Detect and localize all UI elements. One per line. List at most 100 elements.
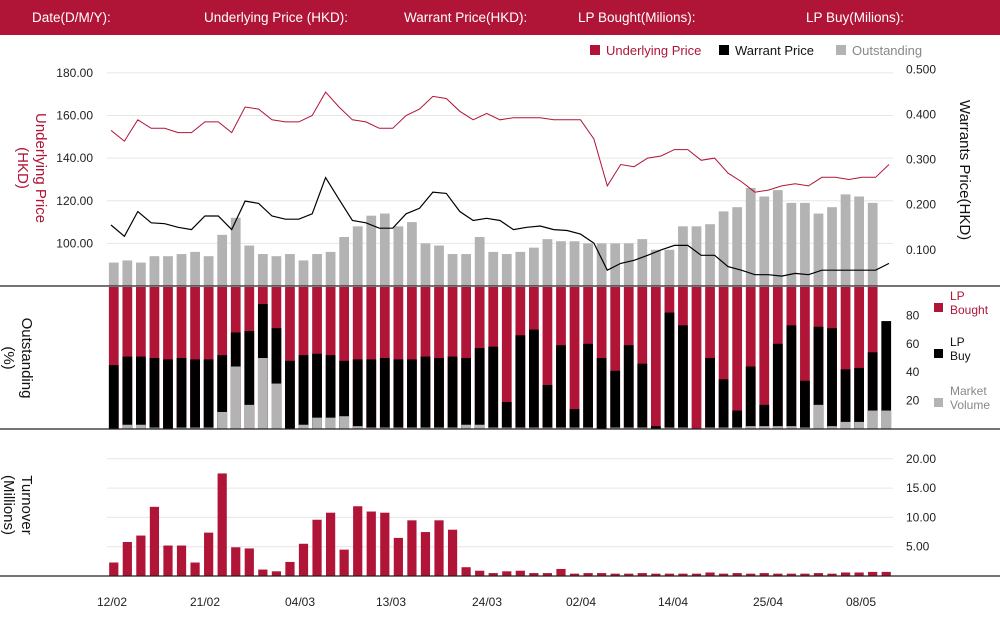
outstanding-legend-label: Volume: [950, 398, 990, 412]
market-volume-bar: [312, 417, 322, 429]
lp-bought-bar: [840, 287, 851, 429]
lp-bought-bar: [637, 287, 648, 429]
turnover-bar: [800, 573, 810, 576]
market-volume-bar: [623, 427, 634, 429]
outstanding-tick-label: 40: [906, 365, 920, 379]
outstanding-tick-label: 80: [906, 308, 920, 322]
lp-buy-bar: [556, 345, 566, 429]
turnover-bar: [339, 549, 349, 576]
turnover-bar: [881, 571, 891, 576]
lp-buy-bar: [718, 379, 729, 429]
outstanding-bar: [407, 222, 417, 286]
outstanding-bar: [813, 213, 824, 286]
outstanding-bar: [759, 196, 770, 286]
turnover-bar: [298, 543, 309, 576]
lp-buy-bar: [583, 343, 593, 429]
outstanding-bar: [420, 243, 431, 286]
lp-bought-bar: [718, 287, 729, 429]
outstanding-axis-title-line2: (%): [0, 346, 17, 369]
lp-buy-bar: [786, 325, 797, 429]
lp-bought-bar: [732, 287, 743, 429]
turnover-bar: [773, 573, 783, 576]
legend-swatch: [719, 45, 729, 55]
turnover-bar: [420, 532, 431, 576]
market-volume-bar: [190, 427, 200, 429]
market-volume-bar: [800, 427, 810, 429]
lp-buy-bar: [881, 321, 892, 429]
lp-buy-bar: [596, 358, 607, 429]
turnover-bar: [664, 573, 675, 576]
outstanding-legend-label: LP: [950, 335, 965, 349]
outstanding-axis-title-line1: Outstanding: [18, 318, 35, 399]
outstanding-bar: [271, 256, 282, 286]
outstanding-bar: [163, 256, 173, 286]
turnover-bar: [542, 573, 553, 576]
lp-buy-bar: [637, 363, 648, 429]
outstanding-bar: [623, 243, 634, 286]
y-left-tick-label: 180.00: [56, 66, 93, 80]
market-volume-bar: [217, 411, 228, 429]
turnover-bar: [718, 573, 729, 576]
lp-bought-bar: [339, 287, 350, 429]
lp-bought-bar: [285, 287, 295, 429]
market-volume-bar: [230, 366, 241, 429]
market-volume-bar: [854, 421, 864, 429]
warrant-price-label: Warrant Price(HKD):: [404, 10, 528, 25]
market-volume-bar: [718, 427, 729, 429]
lp-bought-bar: [163, 287, 173, 429]
market-volume-bar: [813, 404, 824, 429]
outstanding-bar: [610, 243, 621, 286]
outstanding-bar: [217, 234, 228, 286]
y-right-tick-label: 0.300: [906, 153, 936, 167]
turnover-bar: [366, 511, 376, 576]
market-volume-bar: [732, 427, 743, 429]
outstanding-bar: [718, 211, 729, 286]
outstanding-legend-swatch: [934, 398, 943, 407]
outstanding-bar: [474, 236, 485, 286]
lp-buy-bar: [474, 348, 485, 429]
lp-buy-bar: [569, 409, 580, 429]
outstanding-bar: [244, 245, 255, 286]
lp-bought-label: LP Bought(Milions):: [578, 10, 696, 25]
x-tick-label: 24/03: [472, 595, 502, 609]
turnover-bar: [529, 573, 539, 576]
lp-buy-bar: [732, 410, 743, 429]
turnover-bar: [231, 547, 241, 576]
turnover-axis-title-line1: Turnover: [18, 475, 35, 534]
turnover-bar: [651, 573, 661, 576]
outstanding-legend-label: Market: [950, 384, 987, 398]
lp-buy-bar: [488, 346, 499, 429]
lp-bought-bar: [501, 287, 512, 429]
outstanding-bar: [285, 254, 295, 286]
turnover-tick-label: 20.00: [906, 452, 936, 466]
lp-bought-bar: [366, 287, 377, 429]
turnover-bar: [488, 573, 498, 576]
turnover-bar: [325, 512, 336, 576]
market-volume-bar: [149, 427, 160, 429]
turnover-bar: [597, 573, 607, 576]
lp-buy-bar: [393, 359, 404, 429]
outstanding-bar: [393, 226, 404, 286]
lp-bought-bar: [650, 287, 661, 429]
outstanding-bar: [366, 215, 377, 286]
turnover-bar: [380, 512, 390, 576]
outstanding-bar: [257, 254, 268, 286]
outstanding-bar: [569, 241, 580, 286]
lp-buy-bar: [501, 402, 512, 429]
outstanding-bar: [149, 256, 160, 286]
legend-label: Outstanding: [852, 43, 922, 58]
market-volume-bar: [393, 427, 404, 429]
turnover-bar: [176, 545, 187, 576]
lp-buy-bar: [122, 356, 133, 429]
outstanding-bar: [596, 243, 607, 286]
warrant-price-line: [110, 176, 890, 277]
market-volume-bar: [298, 424, 309, 429]
market-volume-bar: [379, 427, 390, 429]
turnover-bar: [827, 573, 837, 576]
market-volume-bar: [474, 424, 485, 429]
market-volume-bar: [556, 427, 566, 429]
outstanding-bar: [772, 190, 783, 286]
market-volume-bar: [840, 421, 851, 429]
outstanding-bar: [650, 249, 661, 286]
market-volume-bar: [271, 383, 282, 429]
